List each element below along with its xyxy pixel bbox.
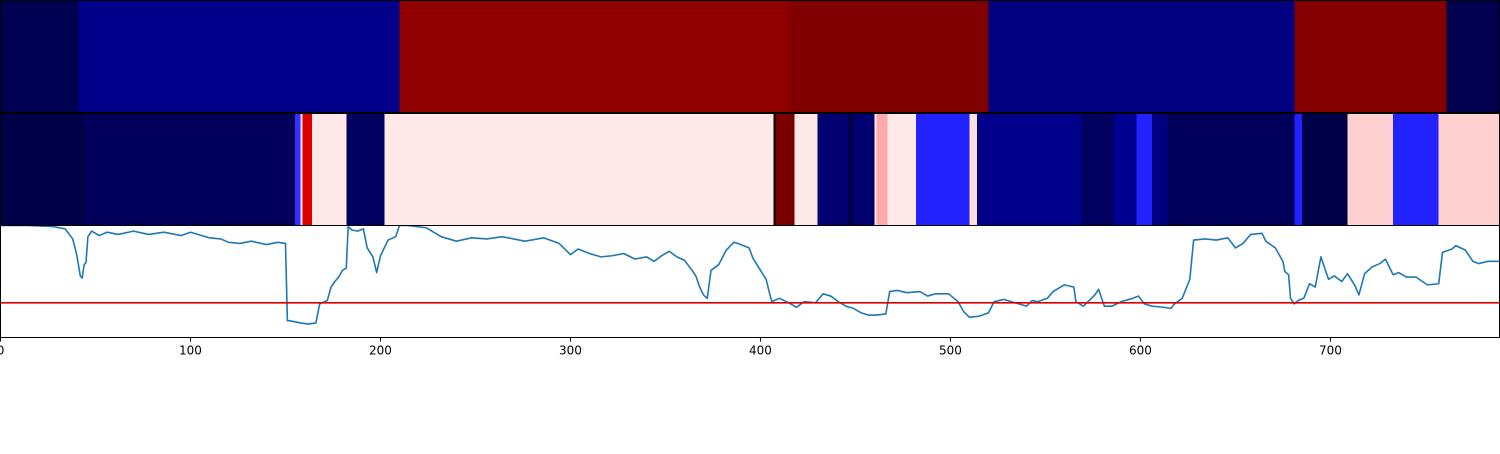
top-heatmap-band [0,0,1500,113]
middle-heatmap-segment [84,113,296,226]
middle-heatmap-segment [346,113,385,226]
middle-heatmap-segment [302,113,313,226]
x-tick-label: 200 [369,344,392,358]
middle-heatmap-segment [847,113,854,226]
x-tick-label: 100 [179,344,202,358]
top-heatmap-segment [1294,0,1447,113]
x-tick-label: 0 [0,344,4,358]
x-tick-label: 300 [559,344,582,358]
middle-heatmap-segment [874,113,877,226]
middle-heatmap-segment [294,113,302,226]
middle-heatmap-segment [916,113,970,226]
middle-heatmap-segment [384,113,775,226]
middle-heatmap-segment [876,113,889,226]
top-heatmap-segment [399,0,790,113]
middle-heatmap-segment [300,113,303,226]
middle-heatmap-segment [1347,113,1394,226]
x-tick-label: 600 [1129,344,1152,358]
middle-heatmap-band [0,113,1500,226]
top-heatmap-segment [78,0,400,113]
middle-heatmap-segment [1301,113,1348,226]
x-tick-label: 500 [939,344,962,358]
middle-heatmap-segment [1081,113,1115,226]
middle-heatmap-segment [0,113,85,226]
middle-heatmap-segment [1294,113,1303,226]
top-heatmap-segment [0,0,79,113]
middle-heatmap-segment [1136,113,1153,226]
middle-heatmap-segment [969,113,978,226]
middle-heatmap-segment [1167,113,1295,226]
middle-heatmap-segment [775,113,796,226]
middle-heatmap-segment [773,113,777,226]
series-line [0,225,1500,325]
middle-heatmap-segment [1151,113,1168,226]
line-plot-background [0,225,1500,338]
middle-heatmap-segment [312,113,347,226]
middle-heatmap-segment [853,113,875,226]
x-tick-label: 700 [1319,344,1342,358]
top-heatmap-segment [1446,0,1500,113]
middle-heatmap-segment [887,113,917,226]
top-heatmap-segment [788,0,989,113]
middle-heatmap-segment [1393,113,1440,226]
top-heatmap-segment [988,0,1295,113]
x-axis: 0 100 200 300 400 500 600 700 [0,337,1342,358]
middle-heatmap-segment [817,113,849,226]
middle-heatmap-segment [1113,113,1138,226]
line-plot-panel [0,225,1500,338]
middle-heatmap-segment [794,113,818,226]
middle-heatmap-segment [977,113,1082,226]
middle-heatmap-segment [1438,113,1500,226]
x-tick-label: 400 [749,344,772,358]
